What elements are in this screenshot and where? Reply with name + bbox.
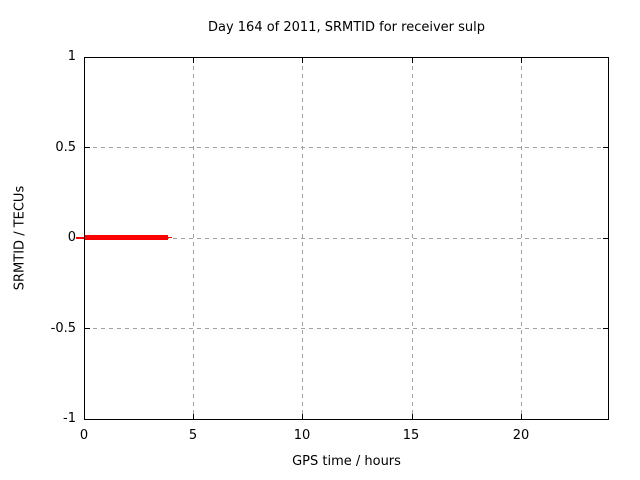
- x-axis-label: GPS time / hours: [292, 454, 401, 469]
- tick-mark-bottom-10: [302, 414, 303, 419]
- x-tick-label-5: 5: [188, 428, 198, 443]
- grid-line-y-0.5: [85, 147, 608, 148]
- tick-mark-right--0.5: [603, 328, 608, 329]
- y-tick-label-1: 1: [67, 49, 76, 64]
- tick-mark-right-0.5: [603, 147, 608, 148]
- grid-line-x-20: [521, 58, 522, 419]
- grid-line-x-5: [193, 58, 194, 419]
- grid-line-x-15: [412, 58, 413, 419]
- tick-mark-top-15: [412, 58, 413, 63]
- data-line-end-cap: [168, 237, 172, 238]
- tick-mark-top-10: [302, 58, 303, 63]
- y-tick-label-0: 0: [67, 230, 76, 245]
- y-tick-label--0.5: -0.5: [50, 321, 76, 336]
- tick-mark-top-5: [193, 58, 194, 63]
- x-tick-label-20: 20: [512, 428, 530, 443]
- tick-mark-bottom-5: [193, 414, 194, 419]
- tick-mark-right-0: [603, 238, 608, 239]
- plot-area: [84, 57, 609, 420]
- grid-line-y--0.5: [85, 328, 608, 329]
- grid-line-x-10: [302, 58, 303, 419]
- data-line-srmtid: [85, 235, 168, 240]
- tick-mark-bottom-20: [521, 414, 522, 419]
- y-tick-label-0.5: 0.5: [55, 140, 76, 155]
- x-tick-label-0: 0: [79, 428, 89, 443]
- tick-mark-bottom-15: [412, 414, 413, 419]
- tick-mark-left-0.5: [85, 147, 90, 148]
- grid-line-y-0: [85, 238, 608, 239]
- x-tick-label-15: 15: [402, 428, 420, 443]
- tick-mark-left--0.5: [85, 328, 90, 329]
- tick-mark-top-20: [521, 58, 522, 63]
- y-tick-label--1: -1: [63, 411, 76, 426]
- x-tick-label-10: 10: [293, 428, 311, 443]
- chart-title: Day 164 of 2011, SRMTID for receiver sul…: [207, 20, 486, 35]
- zero-level-red-dash: [76, 237, 84, 239]
